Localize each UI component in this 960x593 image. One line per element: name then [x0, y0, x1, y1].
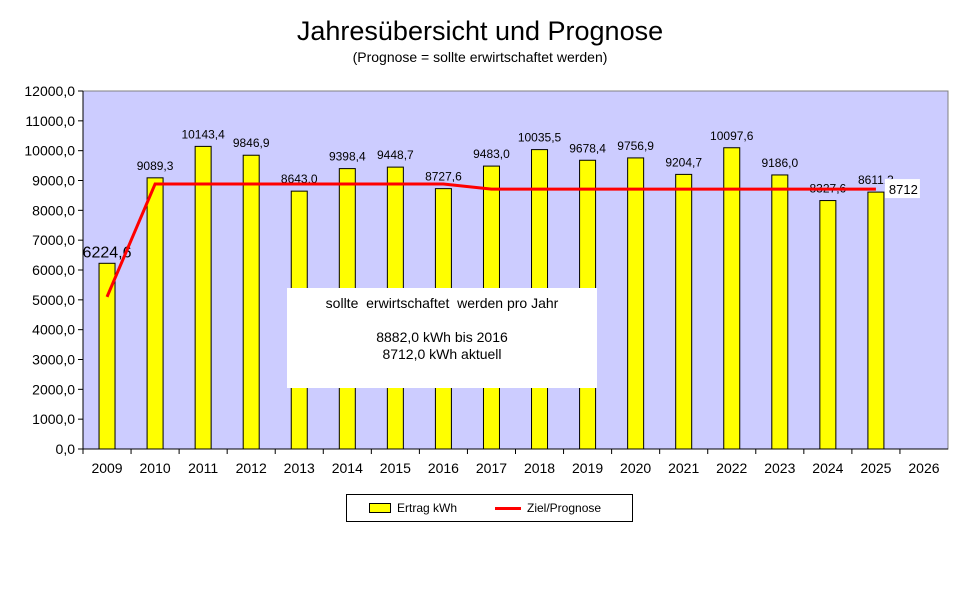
- x-tick-label: 2010: [140, 460, 171, 476]
- data-label: 9448,7: [377, 148, 414, 162]
- legend: Ertrag kWh Ziel/Prognose: [346, 494, 633, 522]
- y-tick-label: 12000,0: [24, 83, 75, 99]
- x-tick-label: 2014: [332, 460, 363, 476]
- x-tick-label: 2018: [524, 460, 555, 476]
- x-tick-label: 2013: [284, 460, 315, 476]
- x-tick-label: 2009: [91, 460, 122, 476]
- legend-swatch-bar: [369, 503, 391, 513]
- annotation-box: sollte erwirtschaftet werden pro Jahr 88…: [287, 288, 597, 388]
- data-label: 10035,5: [518, 131, 562, 145]
- data-label: 6224,6: [83, 244, 132, 261]
- y-tick-label: 7000,0: [32, 232, 75, 248]
- x-tick-label: 2019: [572, 460, 603, 476]
- y-tick-label: 10000,0: [24, 143, 75, 159]
- data-label: 9483,0: [473, 147, 510, 161]
- bar: [146, 177, 164, 450]
- data-label: 8727,6: [425, 170, 462, 184]
- plot-background: [82, 90, 949, 450]
- legend-item-ziel: Ziel/Prognose: [495, 501, 601, 515]
- data-label: 9846,9: [233, 136, 270, 150]
- data-label: 9678,4: [569, 141, 606, 155]
- annotation-line: 8882,0 kWh bis 2016: [376, 329, 508, 345]
- bar: [242, 154, 260, 450]
- data-label: 9089,3: [137, 159, 174, 173]
- x-tick-label: 2016: [428, 460, 459, 476]
- data-label: 9204,7: [665, 155, 702, 169]
- bar: [194, 145, 212, 450]
- target-line: [105, 182, 876, 298]
- y-tick-label: 11000,0: [25, 113, 75, 129]
- chart-subtitle: (Prognose = sollte erwirtschaftet werden…: [352, 49, 608, 65]
- bar: [723, 147, 741, 450]
- x-tick-label: 2025: [860, 460, 891, 476]
- y-tick-label: 3000,0: [32, 352, 75, 368]
- y-tick-label: 8000,0: [32, 202, 75, 218]
- bar: [819, 200, 837, 450]
- legend-label: Ziel/Prognose: [527, 501, 602, 515]
- annotation-line: 8712,0 kWh aktuell: [382, 346, 502, 362]
- bar: [675, 173, 693, 450]
- annotation-line: [287, 312, 597, 329]
- bar: [98, 262, 116, 450]
- end-label: 8712: [889, 182, 918, 197]
- y-tick-label: 9000,0: [32, 173, 75, 189]
- y-tick-label: 2000,0: [32, 381, 75, 397]
- y-tick-label: 0,0: [56, 441, 76, 457]
- x-tick-label: 2020: [620, 460, 651, 476]
- annotation-line: sollte erwirtschaftet werden pro Jahr: [325, 295, 559, 311]
- end-label-box: [884, 179, 920, 199]
- legend-swatch-line: [495, 506, 521, 510]
- y-tick-label: 6000,0: [32, 262, 75, 278]
- chart-title: Jahresübersicht und Prognose: [296, 16, 664, 46]
- bar: [867, 191, 885, 450]
- x-tick-label: 2022: [716, 460, 747, 476]
- legend-item-ertrag: Ertrag kWh: [369, 501, 457, 515]
- y-tick-label: 4000,0: [32, 322, 75, 338]
- x-tick-label: 2021: [668, 460, 699, 476]
- x-tick-label: 2026: [908, 460, 939, 476]
- bar: [771, 174, 789, 450]
- data-label: 9756,9: [617, 139, 654, 153]
- y-tick-label: 5000,0: [32, 292, 75, 308]
- data-label: 10097,6: [710, 129, 754, 143]
- x-tick-label: 2015: [380, 460, 411, 476]
- x-tick-label: 2023: [764, 460, 795, 476]
- data-label: 9398,4: [329, 150, 366, 164]
- x-tick-label: 2012: [236, 460, 267, 476]
- x-tick-label: 2011: [188, 460, 218, 476]
- legend-label: Ertrag kWh: [397, 501, 458, 515]
- x-tick-label: 2024: [812, 460, 843, 476]
- x-tick-label: 2017: [476, 460, 507, 476]
- data-label: 10143,4: [181, 127, 225, 141]
- y-tick-label: 1000,0: [32, 411, 75, 427]
- data-label: 9186,0: [761, 156, 798, 170]
- bar: [627, 157, 645, 450]
